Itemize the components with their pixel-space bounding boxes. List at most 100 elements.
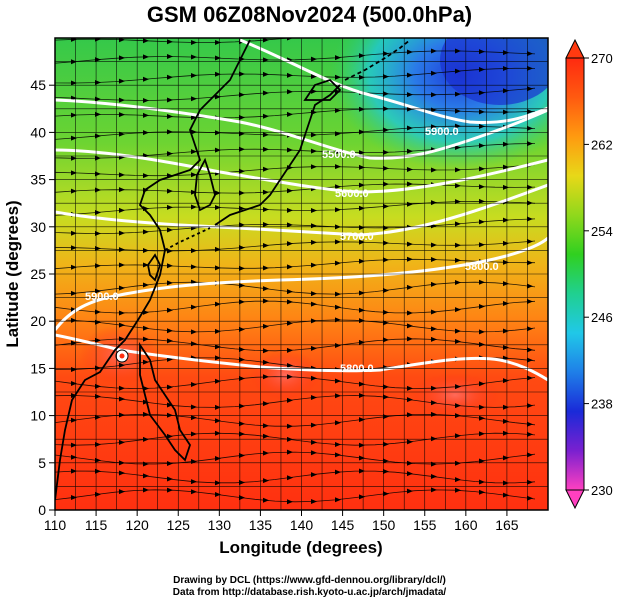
wind-arrow [479,415,485,421]
wind-arrow [143,153,149,159]
wind-arrow [215,430,221,436]
wind-arrow [479,109,485,115]
wind-arrow [95,96,101,102]
wind-arrow [455,167,461,173]
wind-arrow [263,265,269,271]
wind-arrow [167,248,173,254]
wind-arrow [239,495,245,501]
wind-arrow [383,384,389,390]
wind-arrow [311,439,317,445]
y-tick-label: 35 [30,172,46,188]
wind-streamline [55,218,536,235]
wind-arrow [167,188,173,194]
x-tick-label: 120 [125,517,149,533]
wind-arrow [527,125,533,131]
wind-arrow [479,404,485,410]
wind-arrow [383,491,389,497]
wind-streamline [55,87,536,101]
wind-arrow [287,72,293,78]
wind-arrow [455,257,461,263]
wind-arrow [359,74,365,80]
wind-arrow [527,375,533,381]
wind-arrow [311,422,317,428]
wind-arrow [239,168,245,174]
wind-arrow [71,264,77,270]
y-axis-label: Latitude (degrees) [3,200,22,347]
wind-arrow [95,231,101,237]
wind-arrow [503,430,509,436]
contour-label: 5700.0 [340,231,374,243]
wind-streamline [55,338,536,352]
wind-arrow [383,181,389,187]
wind-arrow [359,225,365,231]
wind-arrow [407,336,413,342]
wind-arrow [71,230,77,236]
wind-arrow [479,143,485,149]
wind-arrow [311,395,317,401]
wind-arrow [239,245,245,251]
wind-arrow [359,129,365,135]
wind-arrow [383,309,389,315]
wind-arrow [119,310,125,316]
wind-arrow [527,283,533,289]
wind-arrow [71,170,77,176]
wind-arrow [383,458,389,464]
wind-arrow [503,65,509,71]
wind-arrow [479,431,485,437]
wind-arrow [431,70,437,76]
wind-arrow [407,323,413,329]
wind-arrow [143,262,149,268]
wind-arrow [431,326,437,332]
wind-arrow [263,207,269,213]
wind-arrow [335,497,341,503]
wind-streamline [55,200,536,216]
wind-arrow [431,124,437,130]
wind-arrow [119,187,125,193]
wind-arrow [215,39,221,45]
wind-arrow [287,347,293,353]
wind-arrow [479,489,485,495]
wind-arrow [311,499,317,505]
wind-arrow [119,322,125,328]
wind-arrow [311,207,317,213]
y-tick-label: 45 [30,77,46,93]
wind-arrow [239,452,245,458]
wind-arrow [95,245,101,251]
wind-arrow [287,363,293,369]
wind-arrow [263,401,269,407]
wind-arrow [335,304,341,310]
colorbar-top-arrow [565,38,585,59]
wind-streamline [55,395,536,408]
wind-arrow [335,420,341,426]
wind-arrow [455,123,461,129]
wind-arrow [479,184,485,190]
wind-arrow [455,328,461,334]
wind-arrow [239,346,245,352]
wind-arrow [71,417,77,423]
wind-arrow [383,441,389,447]
wind-arrow [335,74,341,80]
wind-arrow [167,204,173,210]
wind-arrow [215,378,221,384]
wind-arrow [263,450,269,456]
wind-arrow [167,113,173,119]
wind-arrow [479,242,485,248]
wind-arrow [455,183,461,189]
wind-arrow [263,433,269,439]
wind-arrow [359,205,365,211]
wind-arrow [479,66,485,72]
wind-arrow [95,171,101,177]
wind-arrow [263,423,269,429]
wind-arrow [95,468,101,474]
wind-arrow [71,112,77,118]
wind-arrow [119,112,125,118]
wind-arrow [383,51,389,57]
wind-arrow [143,473,149,479]
wind-arrow [455,221,461,227]
wind-arrow [95,111,101,117]
wind-arrow [479,49,485,55]
wind-arrow [431,167,437,173]
wind-arrow [239,299,245,305]
wind-arrow [119,97,125,103]
wind-arrow [359,442,365,448]
